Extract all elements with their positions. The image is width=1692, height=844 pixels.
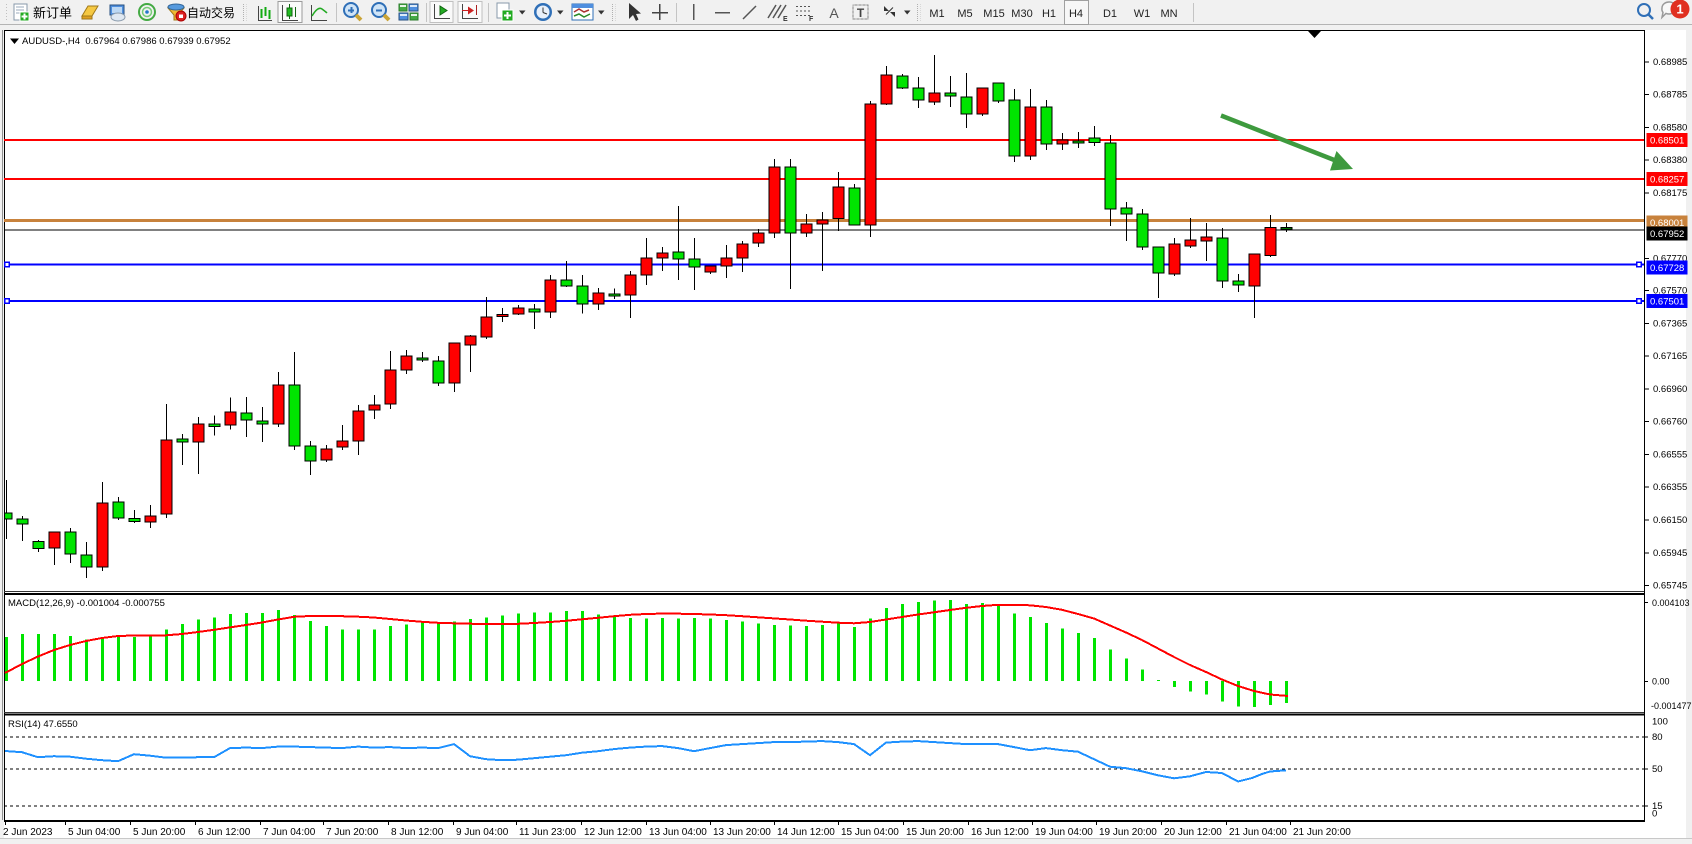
svg-text:9 Jun 04:00: 9 Jun 04:00 [456, 827, 509, 838]
svg-text:0.65745: 0.65745 [1653, 580, 1687, 591]
svg-text:D1: D1 [1103, 8, 1117, 20]
svg-text:6 Jun 12:00: 6 Jun 12:00 [198, 827, 251, 838]
svg-text:15: 15 [1652, 801, 1663, 812]
svg-text:E: E [783, 16, 788, 23]
svg-text:21 Jun 20:00: 21 Jun 20:00 [1293, 827, 1351, 838]
svg-text:19 Jun 20:00: 19 Jun 20:00 [1099, 827, 1157, 838]
svg-text:RSI(14) 47.6550: RSI(14) 47.6550 [8, 719, 78, 730]
svg-text:0.68785: 0.68785 [1653, 89, 1687, 100]
svg-text:13 Jun 04:00: 13 Jun 04:00 [649, 827, 707, 838]
svg-text:15 Jun 04:00: 15 Jun 04:00 [841, 827, 899, 838]
svg-text:0.67365: 0.67365 [1653, 319, 1687, 330]
svg-text:7 Jun 04:00: 7 Jun 04:00 [263, 827, 316, 838]
svg-text:M30: M30 [1011, 8, 1032, 20]
svg-text:T: T [857, 6, 865, 20]
svg-text:0.66150: 0.66150 [1653, 515, 1687, 526]
svg-text:2 Jun 2023: 2 Jun 2023 [3, 827, 53, 838]
svg-text:0.00: 0.00 [1652, 677, 1670, 687]
svg-text:1: 1 [1676, 2, 1683, 17]
svg-text:H1: H1 [1042, 8, 1056, 20]
svg-text:0.68380: 0.68380 [1653, 155, 1687, 166]
svg-text:0.66355: 0.66355 [1653, 482, 1687, 493]
svg-text:5 Jun 20:00: 5 Jun 20:00 [133, 827, 186, 838]
svg-text:M5: M5 [957, 8, 972, 20]
svg-text:50: 50 [1652, 764, 1663, 775]
svg-text:0.68175: 0.68175 [1653, 188, 1687, 199]
svg-text:0.67770: 0.67770 [1653, 253, 1687, 264]
svg-text:21 Jun 04:00: 21 Jun 04:00 [1229, 827, 1287, 838]
svg-text:14 Jun 12:00: 14 Jun 12:00 [777, 827, 835, 838]
svg-text:W1: W1 [1134, 8, 1151, 20]
svg-text:0.65945: 0.65945 [1653, 548, 1687, 559]
svg-text:AUDUSD-,H4 0.67964 0.67986 0.: AUDUSD-,H4 0.67964 0.67986 0.67939 0.679… [22, 36, 231, 47]
svg-text:M15: M15 [983, 8, 1004, 20]
svg-text:0.67165: 0.67165 [1653, 351, 1687, 362]
svg-text:-0.001477: -0.001477 [1651, 701, 1692, 711]
svg-text:8 Jun 12:00: 8 Jun 12:00 [391, 827, 444, 838]
svg-text:MN: MN [1160, 8, 1177, 20]
svg-text:0.67952: 0.67952 [1650, 229, 1684, 240]
svg-text:19 Jun 04:00: 19 Jun 04:00 [1035, 827, 1093, 838]
svg-text:新订单: 新订单 [33, 6, 72, 21]
svg-text:16 Jun 12:00: 16 Jun 12:00 [971, 827, 1029, 838]
svg-text:0: 0 [1652, 809, 1657, 820]
svg-text:0.68985: 0.68985 [1653, 57, 1687, 68]
svg-text:0.67501: 0.67501 [1650, 297, 1684, 308]
svg-text:0.004103: 0.004103 [1652, 598, 1690, 608]
svg-text:0.66555: 0.66555 [1653, 449, 1687, 460]
svg-text:0.68501: 0.68501 [1650, 135, 1684, 146]
svg-text:100: 100 [1652, 717, 1668, 728]
svg-text:0.67728: 0.67728 [1650, 263, 1684, 274]
svg-text:12 Jun 12:00: 12 Jun 12:00 [584, 827, 642, 838]
svg-text:80: 80 [1652, 732, 1663, 743]
svg-text:H4: H4 [1069, 8, 1083, 20]
svg-text:5 Jun 04:00: 5 Jun 04:00 [68, 827, 121, 838]
svg-text:20 Jun 12:00: 20 Jun 12:00 [1164, 827, 1222, 838]
svg-text:0.66760: 0.66760 [1653, 416, 1687, 427]
svg-text:F: F [809, 16, 814, 23]
svg-text:自动交易: 自动交易 [187, 5, 235, 20]
svg-text:7 Jun 20:00: 7 Jun 20:00 [326, 827, 379, 838]
svg-text:MACD(12,26,9) -0.001004 -0.000: MACD(12,26,9) -0.001004 -0.000755 [8, 598, 165, 609]
svg-text:M1: M1 [929, 8, 944, 20]
svg-text:0.67570: 0.67570 [1653, 286, 1687, 297]
svg-text:0.68580: 0.68580 [1653, 122, 1687, 133]
svg-text:11 Jun 23:00: 11 Jun 23:00 [519, 827, 577, 838]
svg-text:0.68257: 0.68257 [1650, 175, 1684, 186]
svg-text:0.66960: 0.66960 [1653, 384, 1687, 395]
svg-text:0.68001: 0.68001 [1650, 218, 1684, 229]
svg-text:15 Jun 20:00: 15 Jun 20:00 [906, 827, 964, 838]
svg-text:A: A [829, 5, 839, 21]
svg-text:13 Jun 20:00: 13 Jun 20:00 [713, 827, 771, 838]
